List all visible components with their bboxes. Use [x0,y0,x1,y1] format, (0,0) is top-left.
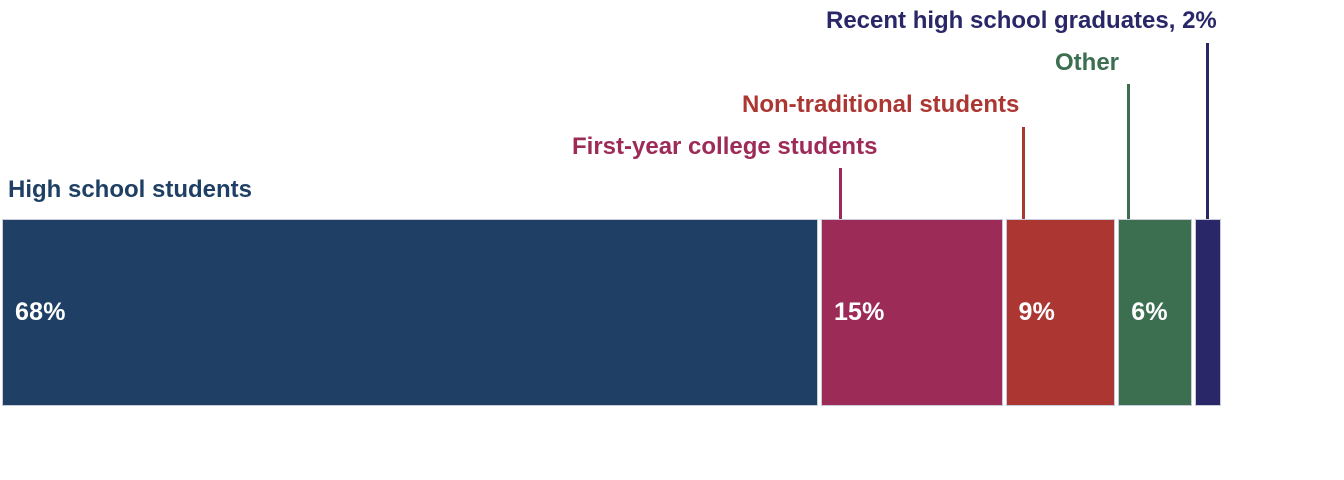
bar-segment-value-label: 68% [15,298,66,326]
category-label-first-year-college-students: First-year college students [572,133,878,160]
category-label-high-school-students: High school students [8,176,253,203]
bar-segment-3: 9% [1005,219,1116,406]
bar-segment-1: 68% [2,219,818,406]
leader-line-other [1127,84,1130,219]
bar-segment-value-label: 6% [1131,298,1168,326]
bar-segment-4: 6% [1118,219,1193,406]
bar-segment-2: 15% [820,219,1003,406]
category-label-recent-high-school-graduates: Recent high school graduates, 2% [826,7,1217,34]
category-label-other: Other [1055,49,1120,76]
bar-segment-value-label: 9% [1018,298,1056,326]
stacked-bar: 68% 15% 9% 6% [2,219,1221,406]
leader-line-non-traditional-students [1022,127,1025,219]
bar-segment-value-label: 15% [833,298,885,326]
category-label-non-traditional-students: Non-traditional students [742,91,1020,118]
bar-segment-5 [1195,219,1221,406]
leader-line-first-year-college-students [839,168,842,219]
leader-line-recent-high-school-graduates [1206,43,1209,219]
